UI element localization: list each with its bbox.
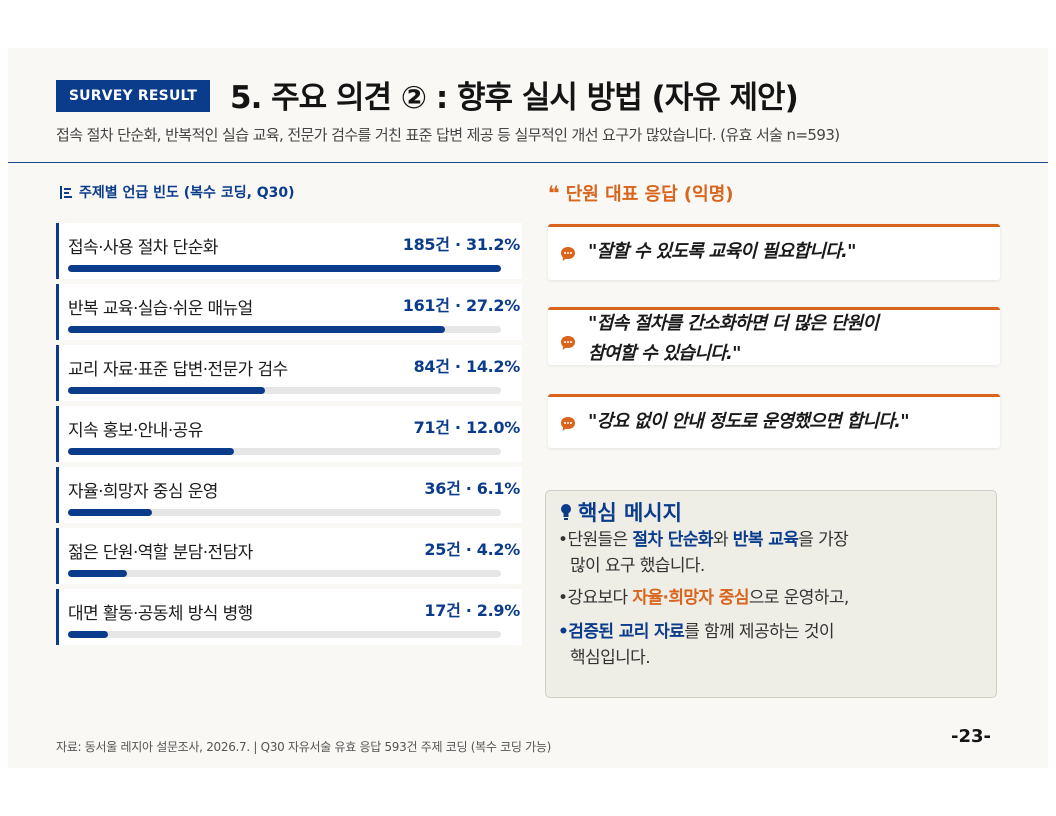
quote-card: "강요 없이 안내 정도로 운영했으면 합니다."	[548, 394, 1000, 448]
key-message-bullet-2: •강요보다 자율·희망자 중심으로 운영하고,	[558, 588, 849, 608]
bar-label: 지속 홍보·안내·공유	[68, 421, 203, 441]
bar-label: 젊은 단원·역할 분담·전담자	[68, 543, 253, 563]
bar-value-label: 25건 · 4.2%	[424, 540, 520, 559]
bar	[68, 570, 127, 577]
speech-bubble-icon	[561, 247, 575, 261]
bar-value-label: 161건 · 27.2%	[402, 296, 521, 315]
survey-result-badge: SURVEY RESULT	[56, 80, 210, 112]
bar-label: 접속·사용 절차 단순화	[68, 238, 218, 258]
quote-text: "잘할 수 있도록 교육이 필요합니다."	[588, 237, 857, 267]
bar-row: 반복 교육·실습·쉬운 매뉴얼 161건 · 27.2%	[56, 284, 522, 340]
chart-section-title-text: 주제별 언급 빈도 (복수 코딩, Q30)	[79, 185, 295, 201]
bar-value-label: 185건 · 31.2%	[402, 235, 521, 254]
bar	[68, 448, 234, 455]
bar-track	[68, 448, 501, 455]
lightbulb-icon	[561, 504, 571, 520]
bar-value-label: 36건 · 6.1%	[424, 479, 520, 498]
speech-bubble-icon	[561, 417, 575, 431]
page-subtitle: 접속 절차 단순화, 반복적인 실습 교육, 전문가 검수를 거친 표준 답변 …	[56, 126, 840, 144]
key-message-title-text: 핵심 메시지	[578, 501, 682, 525]
highlight-education: 반복 교육	[732, 530, 799, 550]
bar-label: 반복 교육·실습·쉬운 매뉴얼	[68, 299, 253, 319]
bar-track	[68, 570, 501, 577]
quote-line: "강요 없이 안내 정도로 운영했으면 합니다."	[588, 411, 910, 432]
quotes-section-title-text: 단원 대표 응답 (익명)	[565, 184, 734, 205]
bar-row: 젊은 단원·역할 분담·전담자 25건 · 4.2%	[56, 528, 522, 584]
source-note: 자료: 동서울 레지아 설문조사, 2026.7. | Q30 자유서술 유효 …	[56, 740, 551, 754]
highlight-verified-material: 검증된 교리 자료	[568, 622, 685, 642]
bar-track	[68, 387, 501, 394]
bar-track	[68, 631, 501, 638]
quote-mark-icon: ❝	[548, 181, 560, 205]
bar	[68, 326, 445, 333]
key-message-box: 핵심 메시지 •단원들은 절차 단순화와 반복 교육을 가장 많이 요구 했습니…	[545, 490, 997, 698]
bar-value-label: 84건 · 14.2%	[413, 357, 521, 376]
bar-label: 자율·희망자 중심 운영	[68, 482, 218, 502]
key-message-bullet-3: •검증된 교리 자료를 함께 제공하는 것이 핵심입니다.	[558, 622, 835, 668]
chart-section-title: 주제별 언급 빈도 (복수 코딩, Q30)	[60, 182, 295, 202]
bar	[68, 265, 501, 272]
key-message-bullet-1: •단원들은 절차 단순화와 반복 교육을 가장 많이 요구 했습니다.	[558, 530, 849, 576]
bar	[68, 509, 152, 516]
bar-row: 대면 활동·공동체 방식 병행 17건 · 2.9%	[56, 589, 522, 645]
bar-row: 지속 홍보·안내·공유 71건 · 12.0%	[56, 406, 522, 462]
bar-track	[68, 509, 501, 516]
quote-line: "잘할 수 있도록 교육이 필요합니다."	[588, 241, 857, 262]
quote-line: 참여할 수 있습니다."	[588, 343, 742, 364]
key-message-title: 핵심 메시지	[560, 497, 682, 527]
quote-line: "접속 절차를 간소화하면 더 많은 단원이	[588, 313, 879, 334]
page-number: -23-	[951, 726, 991, 747]
bar-track	[68, 326, 501, 333]
bar-row: 접속·사용 절차 단순화 185건 · 31.2%	[56, 223, 522, 279]
header-divider	[8, 162, 1048, 163]
highlight-voluntary: 자율·희망자 중심	[632, 588, 749, 608]
bar-value-label: 17건 · 2.9%	[424, 601, 520, 620]
bar	[68, 387, 265, 394]
bar-track	[68, 265, 501, 272]
page-title: 5. 주요 의견 ② : 향후 실시 방법 (자유 제안)	[230, 80, 799, 116]
quotes-section-title: ❝ 단원 대표 응답 (익명)	[548, 180, 733, 206]
bar	[68, 631, 108, 638]
highlight-procedure: 절차 단순화	[632, 530, 713, 550]
slide: SURVEY RESULT 5. 주요 의견 ② : 향후 실시 방법 (자유 …	[8, 48, 1048, 768]
bar-row: 교리 자료·표준 답변·전문가 검수 84건 · 14.2%	[56, 345, 522, 401]
speech-bubble-icon	[561, 336, 575, 350]
quote-text: "강요 없이 안내 정도로 운영했으면 합니다."	[588, 407, 910, 437]
bar-list-icon	[60, 185, 72, 199]
bar-value-label: 71건 · 12.0%	[413, 418, 521, 437]
bar-chart: 접속·사용 절차 단순화 185건 · 31.2% 반복 교육·실습·쉬운 매뉴얼 1…	[56, 223, 522, 650]
bar-label: 대면 활동·공동체 방식 병행	[68, 604, 253, 624]
bar-row: 자율·희망자 중심 운영 36건 · 6.1%	[56, 467, 522, 523]
quote-card: "잘할 수 있도록 교육이 필요합니다."	[548, 224, 1000, 280]
bar-label: 교리 자료·표준 답변·전문가 검수	[68, 360, 288, 380]
